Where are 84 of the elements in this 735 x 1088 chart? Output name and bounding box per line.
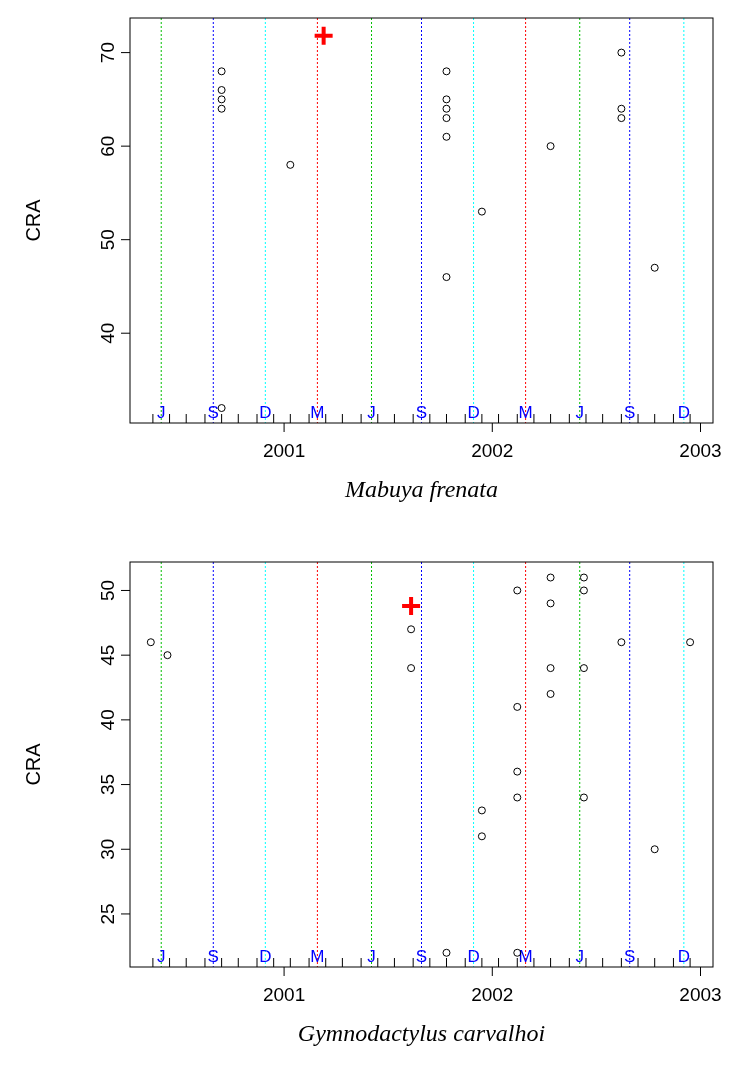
point [442,132,451,141]
point [442,67,451,76]
y-tick-label: 50 [97,579,118,602]
point [400,594,423,617]
x-tick-label: 2003 [679,984,722,1005]
point [650,845,659,854]
point [686,638,695,647]
point [217,404,226,413]
point [579,793,588,802]
point [407,625,416,634]
point [442,948,451,957]
point [579,573,588,582]
point [513,702,522,711]
x-axis-title: Gymnodactylus carvalhoi [297,1020,546,1046]
point [513,793,522,802]
ref-line-label: S [624,947,636,966]
ref-line-label: M [518,947,533,966]
y-tick-label: 25 [97,903,118,925]
point [217,104,226,113]
y-tick-label: 60 [97,135,118,157]
ref-line-label: J [367,403,376,422]
ref-line-label: S [207,947,219,966]
point [650,263,659,272]
x-tick-label: 2002 [471,440,514,461]
point [513,767,522,776]
ref-line-label: M [310,403,325,422]
ref-line-label: S [415,403,428,422]
ref-line-label: D [677,947,690,966]
point [513,586,522,595]
point [312,24,335,47]
ref-line-label: S [415,947,428,966]
x-tick-label: 2001 [262,440,306,461]
x-tick-label: 2003 [679,440,722,461]
point [286,160,295,169]
y-tick-label: 45 [97,644,118,666]
ref-line-label: M [518,403,533,422]
point [617,638,626,647]
x-tick-label: 2002 [471,984,514,1005]
point [546,573,555,582]
point [546,689,555,698]
point [407,664,416,673]
point [217,67,226,76]
point [579,586,588,595]
ref-line-label: J [156,403,166,422]
point [477,806,486,815]
ref-line-label: D [677,403,690,422]
point [617,48,626,57]
x-tick-label: 2001 [262,984,306,1005]
point [546,664,555,673]
point [477,832,486,841]
ref-line-label: J [575,947,584,966]
y-tick-label: 70 [97,42,118,64]
point [442,114,451,123]
point [546,142,555,151]
ref-line-label: M [310,947,325,966]
y-tick-label: 40 [97,322,118,344]
point [442,273,451,282]
point [217,95,226,104]
ref-line-label: S [207,403,219,422]
y-axis-title: CRA [22,742,44,786]
point [579,664,588,673]
ref-line-label: D [259,403,272,422]
y-tick-label: 40 [97,709,118,731]
y-tick-label: 50 [97,229,118,251]
point [163,651,172,660]
point [617,114,626,123]
y-tick-label: 35 [97,773,118,796]
point [546,599,555,608]
y-axis-title: CRA [22,198,44,242]
ref-line-label: D [259,947,272,966]
point [442,104,451,113]
y-tick-label: 30 [97,838,118,860]
ref-line-label: J [367,947,376,966]
point [146,638,155,647]
ref-line-label: D [467,403,480,422]
point [217,86,226,95]
ref-line-label: D [467,947,480,966]
x-axis-title: Mabuya frenata [343,476,499,502]
ref-line-label: J [575,403,584,422]
point [477,207,486,216]
ref-line-label: S [624,403,636,422]
point [442,95,451,104]
point [617,104,626,113]
ref-line-label: J [156,947,166,966]
